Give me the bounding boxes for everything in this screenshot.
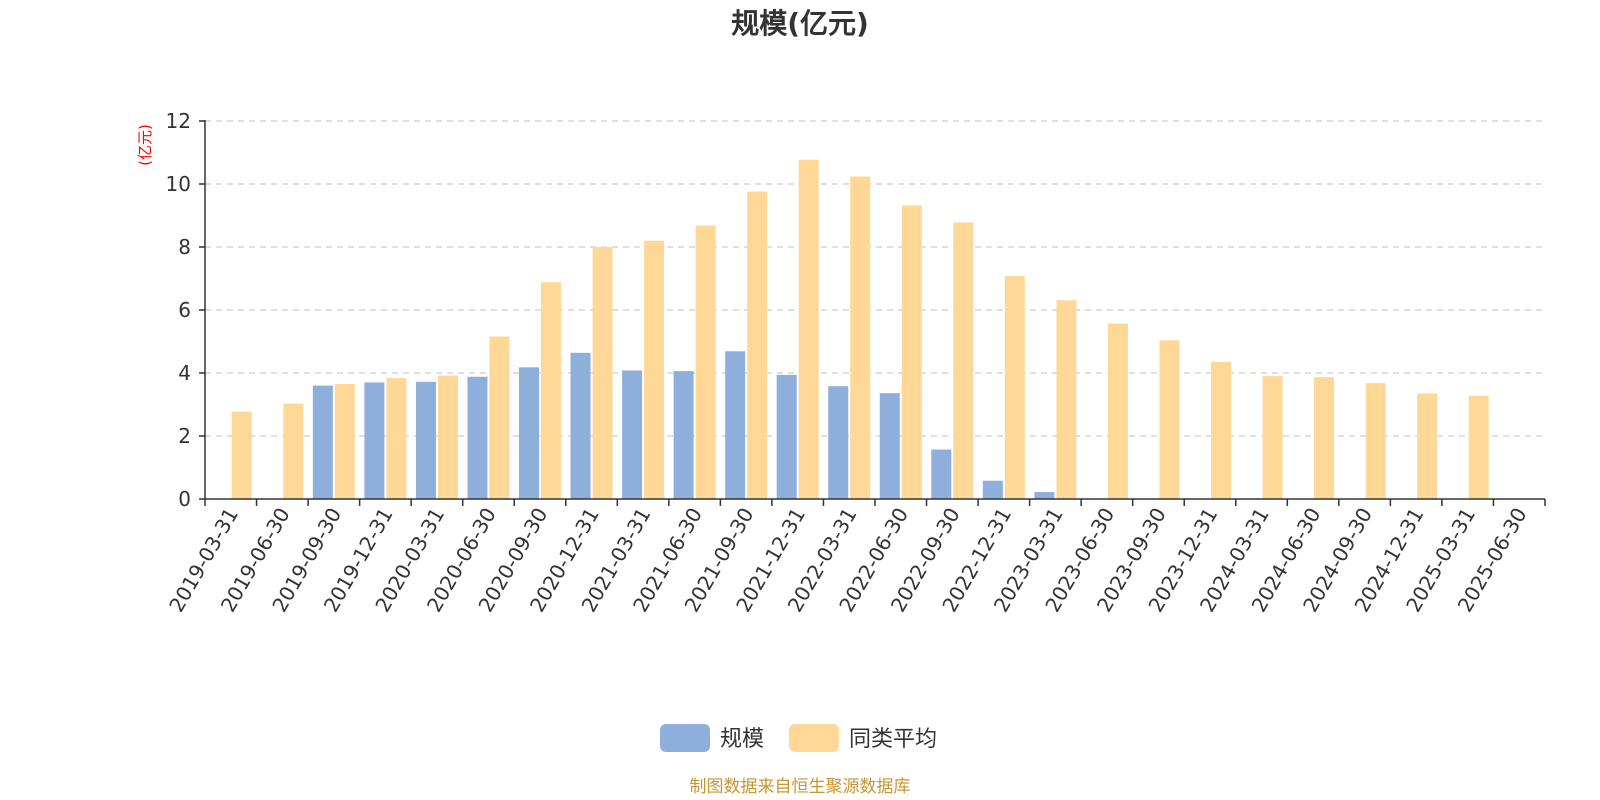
y-tick-label: 6 [178,298,191,322]
bar-peer-average-2023-09-30 [1159,340,1180,499]
bar-peer-average-2021-03-31 [644,240,665,499]
y-tick-labels: 0 2 4 6 8 10 12 [166,109,191,511]
bar-scale-2020-03-31 [415,381,436,499]
legend-item-peer-average[interactable]: 同类平均 [789,724,937,752]
bar-peer-average-2022-06-30 [901,205,922,500]
legend-label: 规模 [720,727,764,752]
bar-peer-average-2021-06-30 [695,225,716,499]
bar-peer-average-2019-03-31 [231,411,252,499]
bar-scale-2021-12-31 [776,374,797,499]
bar-peer-average-2020-09-30 [541,282,561,499]
bar-peer-average-2024-09-30 [1365,383,1386,499]
chart-title: 规模(亿元) [731,7,869,40]
bar-peer-average-2021-09-30 [747,191,768,499]
legend-item-scale[interactable]: 规模 [660,724,764,752]
bar-peer-average-2024-06-30 [1314,377,1335,499]
y-tick-label: 8 [178,235,191,259]
y-tick-label: 10 [166,172,191,196]
x-tick-labels: 2019-03-312019-06-302019-09-302019-12-31… [164,504,1531,617]
y-tick-label: 12 [166,109,191,133]
legend-swatch [660,724,710,752]
bar-peer-average-2024-12-31 [1417,393,1438,499]
bar-peer-average-2025-03-31 [1468,395,1489,499]
bar-scale-2022-09-30 [931,449,952,499]
bar-scale-2022-06-30 [879,393,900,499]
bar-peer-average-2019-09-30 [334,384,355,499]
y-tick-label: 0 [178,487,191,511]
axes [199,120,1546,506]
bar-scale-2023-03-31 [1034,492,1055,499]
bar-scale-2021-03-31 [622,370,643,499]
bar-scale-2020-12-31 [570,352,591,499]
bar-peer-average-2024-03-31 [1262,376,1283,499]
legend-label: 同类平均 [849,727,937,752]
bar-peer-average-2023-06-30 [1107,323,1128,499]
bar-scale-2020-06-30 [467,376,488,499]
bar-peer-average-2021-12-31 [798,159,819,499]
bar-scale-2022-03-31 [828,386,849,499]
bar-peer-average-2023-03-31 [1056,300,1077,499]
y-tick-label: 2 [178,424,191,448]
bar-peer-average-2020-06-30 [489,336,510,499]
bar-peer-average-2020-03-31 [437,375,458,499]
bar-scale-2021-06-30 [673,371,694,499]
bar-peer-average-2019-12-31 [386,378,407,499]
legend-swatch [789,724,839,752]
bar-scale-2022-12-31 [982,480,1003,499]
source-note: 制图数据来自恒生聚源数据库 [690,777,911,797]
bar-peer-average-2023-12-31 [1211,361,1231,499]
bar-peer-average-2022-03-31 [850,176,871,499]
y-axis-unit-label: (亿元) [136,124,154,166]
bar-peer-average-2022-12-31 [1004,275,1025,499]
bars [231,159,1489,500]
bar-scale-2019-09-30 [312,385,333,499]
bar-peer-average-2019-06-30 [283,403,304,499]
legend: 规模 同类平均 [660,724,937,752]
y-tick-label: 4 [178,361,191,385]
bar-scale-2019-12-31 [364,382,385,499]
bar-peer-average-2022-09-30 [953,222,974,499]
bar-peer-average-2020-12-31 [592,247,613,499]
bar-scale-2021-09-30 [725,351,746,499]
bar-scale-2020-09-30 [519,367,539,499]
